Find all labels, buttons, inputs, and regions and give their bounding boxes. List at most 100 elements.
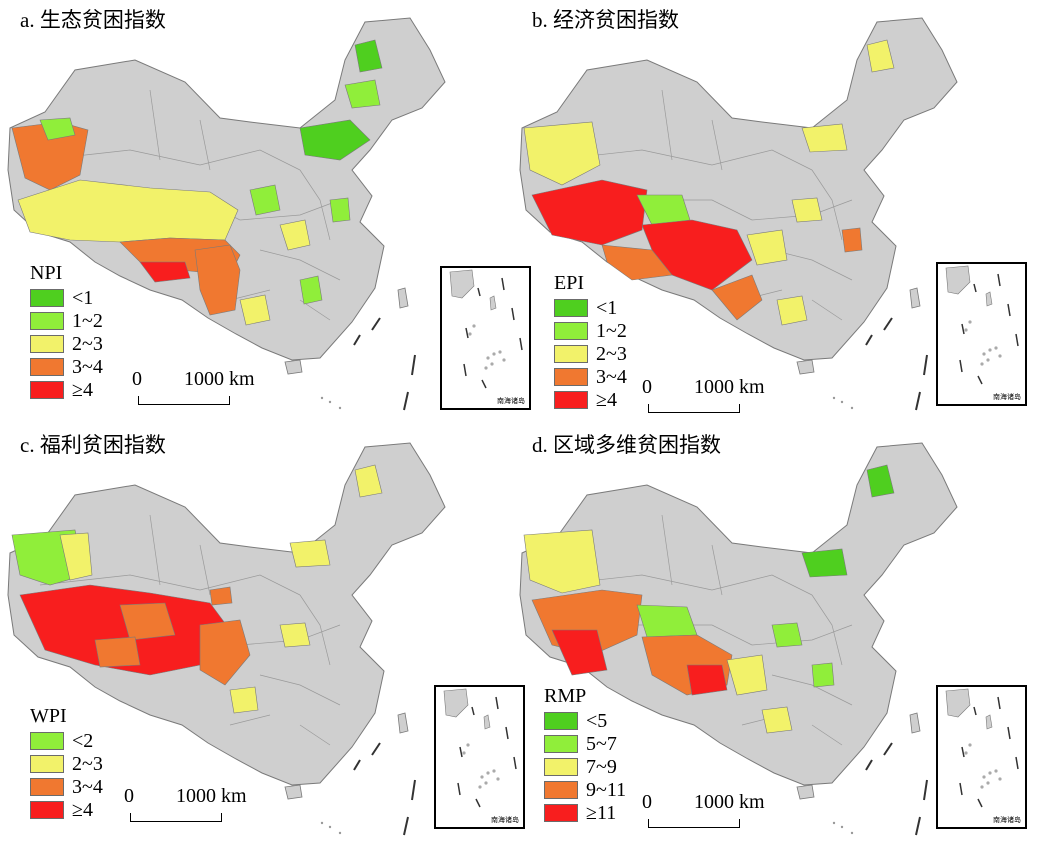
south-china-sea-inset: 南海诸岛 [440,266,531,410]
legend-item: 3~4 [554,366,627,388]
panel-title: b. 经济贫困指数 [532,8,679,32]
legend-label: 5~7 [586,733,617,755]
china-map-d [519,442,958,836]
legend-label: 3~4 [72,356,103,378]
legend-title: RMP [544,685,587,707]
legend-label: <5 [586,710,608,732]
scale-distance: 1000 km [184,368,255,390]
legend-label: 3~4 [596,366,627,388]
china-map-c [7,442,446,836]
legend-swatch [30,732,64,750]
legend-title: EPI [554,272,584,294]
china-map-a [7,17,446,411]
legend-item: 1~2 [554,320,627,342]
legend-item: 2~3 [30,753,103,775]
panel-title: c. 福利贫困指数 [20,433,166,457]
rmp-regions [523,464,895,734]
legend-item: <1 [554,297,627,319]
legend-item: 3~4 [30,356,103,378]
legend-swatch [30,801,64,819]
scale-line [130,813,222,822]
scale-zero: 0 [132,368,142,390]
wpi-regions [11,464,383,714]
legend-label: 9~11 [586,779,627,801]
legend-swatch [30,289,64,307]
legend-label: <1 [596,297,618,319]
legend-item: 9~11 [544,779,626,801]
scale-zero: 0 [642,791,652,813]
legend-label: 1~2 [596,320,627,342]
legend-swatch [30,778,64,796]
scale-distance: 1000 km [176,785,247,807]
panel-a: a. 生态贫困指数 NPI <1 1~2 2~3 3~4 ≥4 0 1000 k… [0,0,531,420]
scale-zero: 0 [124,785,134,807]
inset-label: 南海诸岛 [993,816,1021,824]
legend-label: ≥4 [596,389,617,411]
legend-item: 7~9 [544,756,626,778]
legend-swatch [554,322,588,340]
panel-c: c. 福利贫困指数 WPI <2 2~3 3~4 ≥4 0 1000 km 南海… [0,425,525,845]
legend-swatch [544,735,578,753]
scale-line [138,396,230,405]
legend-label: 7~9 [586,756,617,778]
scale-bar: 0 1000 km [124,785,264,825]
panel-title: d. 区域多维贫困指数 [532,433,721,457]
panel-b: b. 经济贫困指数 EPI <1 1~2 2~3 3~4 ≥4 0 1000 k… [512,0,1032,420]
panel-title: a. 生态贫困指数 [20,8,166,32]
legend-swatch [30,755,64,773]
south-china-sea-inset: 南海诸岛 [434,685,525,829]
legend: NPI <1 1~2 2~3 3~4 ≥4 [30,262,103,402]
legend-label: 2~3 [72,333,103,355]
scale-line [648,819,740,828]
legend-item: 2~3 [30,333,103,355]
legend-label: 3~4 [72,776,103,798]
legend-item: <1 [30,287,103,309]
panel-d: d. 区域多维贫困指数 RMP <5 5~7 7~9 9~11 ≥11 0 10… [512,425,1032,845]
legend-item: 2~3 [554,343,627,365]
legend-label: <2 [72,730,94,752]
legend-swatch [544,781,578,799]
legend-swatch [30,312,64,330]
legend: WPI <2 2~3 3~4 ≥4 [30,705,103,822]
south-china-sea-inset: 南海诸岛 [936,262,1027,406]
legend-item: ≥4 [30,379,103,401]
scale-distance: 1000 km [694,791,765,813]
legend-item: ≥4 [30,799,103,821]
legend-item: 3~4 [30,776,103,798]
legend-item: <2 [30,730,103,752]
legend-label: 1~2 [72,310,103,332]
legend-swatch [30,335,64,353]
scale-bar: 0 1000 km [642,791,782,831]
legend-swatch [544,712,578,730]
scale-line [648,404,740,413]
south-china-sea-inset: 南海诸岛 [936,685,1027,829]
legend-swatch [30,358,64,376]
scale-zero: 0 [642,376,652,398]
epi-regions [523,39,895,326]
legend: RMP <5 5~7 7~9 9~11 ≥11 [544,685,626,825]
legend-swatch [544,758,578,776]
legend-swatch [554,368,588,386]
legend-title: NPI [30,262,63,284]
legend-label: <1 [72,287,94,309]
legend-item: 5~7 [544,733,626,755]
legend: EPI <1 1~2 2~3 3~4 ≥4 [554,272,627,412]
china-map-b [519,17,958,411]
legend-label: 2~3 [596,343,627,365]
legend-item: ≥4 [554,389,627,411]
inset-label: 南海诸岛 [497,397,525,405]
scale-bar: 0 1000 km [642,376,782,416]
inset-label: 南海诸岛 [993,393,1021,401]
legend-swatch [554,345,588,363]
legend-label: ≥4 [72,799,93,821]
legend-label: 2~3 [72,753,103,775]
legend-label: ≥11 [586,802,617,824]
legend-swatch [544,804,578,822]
legend-swatch [554,391,588,409]
legend-title: WPI [30,705,67,727]
legend-swatch [30,381,64,399]
legend-item: <5 [544,710,626,732]
legend-label: ≥4 [72,379,93,401]
scale-distance: 1000 km [694,376,765,398]
scale-bar: 0 1000 km [132,368,272,408]
